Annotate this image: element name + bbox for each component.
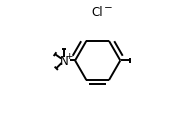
Text: N: N	[60, 55, 68, 67]
Text: +: +	[65, 52, 72, 61]
Text: Cl: Cl	[91, 6, 103, 19]
Text: −: −	[104, 3, 113, 12]
